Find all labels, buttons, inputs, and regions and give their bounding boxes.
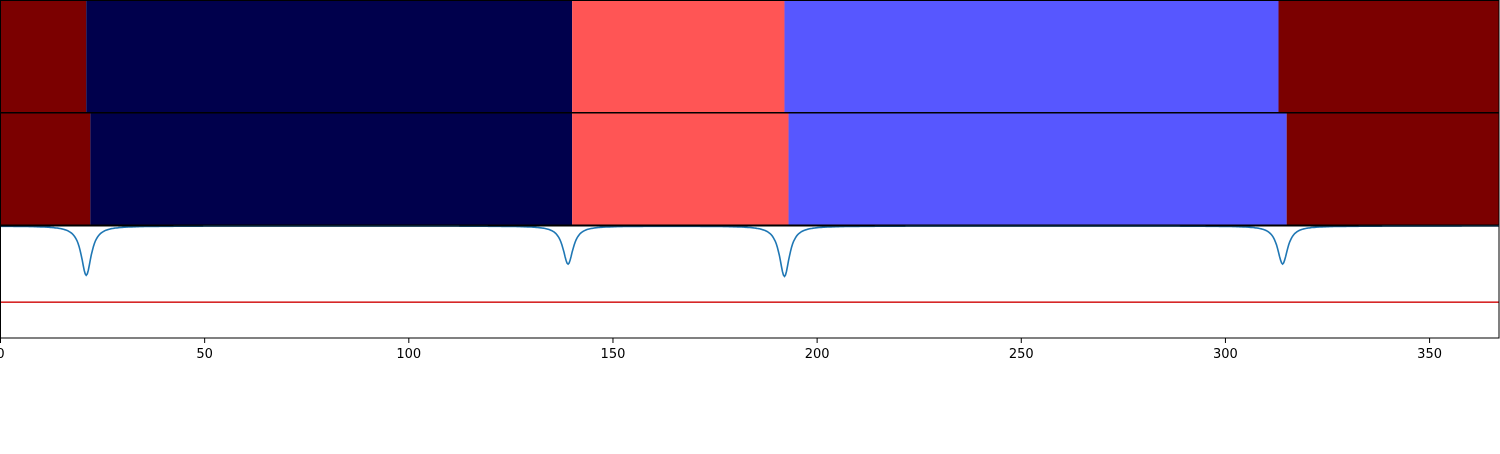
band-top-segment-3 <box>784 0 1279 113</box>
x-axis: 0 50 100 150 200 250 300 350 <box>0 338 1442 362</box>
band-bottom-segment-0 <box>0 113 91 225</box>
x-tick-label-0: 0 <box>0 347 5 362</box>
band-top-segment-0 <box>0 0 87 113</box>
bands-layer <box>0 0 1500 226</box>
signal-line <box>0 225 1499 278</box>
x-tick-label-250: 250 <box>1009 347 1034 362</box>
band-top-segment-1 <box>86 0 573 113</box>
band-top-segment-2 <box>572 0 785 113</box>
band-bottom-segment-1 <box>90 113 573 225</box>
x-tick-label-100: 100 <box>396 347 421 362</box>
band-bottom-segment-4 <box>1286 113 1499 225</box>
x-tick-label-350: 350 <box>1417 347 1442 362</box>
signal-panel-frame <box>0 225 1500 339</box>
band-bottom-frame <box>0 112 1500 226</box>
x-tick-label-50: 50 <box>196 347 213 362</box>
x-tick-label-200: 200 <box>805 347 830 362</box>
x-tick-label-150: 150 <box>601 347 626 362</box>
band-bottom-segment-2 <box>572 113 789 225</box>
band-top-segment-4 <box>1278 0 1499 113</box>
band-bottom-segment-3 <box>788 113 1287 225</box>
x-tick-label-300: 300 <box>1213 347 1238 362</box>
signal-panel <box>0 225 1500 339</box>
